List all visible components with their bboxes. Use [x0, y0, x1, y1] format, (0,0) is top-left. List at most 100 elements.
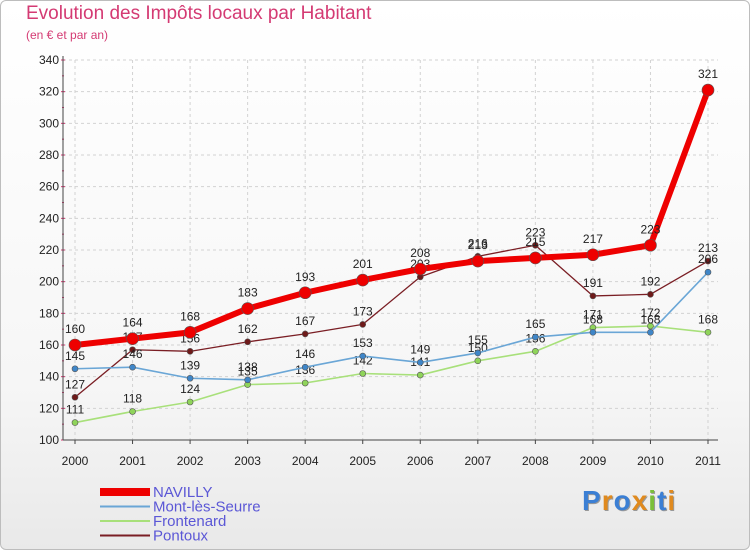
series-line — [74, 89, 711, 348]
x-tick-label: 2003 — [234, 454, 261, 468]
data-label: 138 — [238, 360, 258, 374]
x-tick-label: 2011 — [695, 454, 721, 468]
data-label: 215 — [525, 235, 545, 249]
data-point — [359, 370, 367, 377]
legend-label: NAVILLY — [153, 484, 212, 501]
x-tick-label: 2008 — [522, 454, 549, 468]
logo-letter: t — [657, 485, 668, 516]
data-point — [704, 257, 712, 265]
data-point — [532, 333, 539, 341]
data-label: 146 — [295, 347, 315, 361]
y-tick-label: 260 — [39, 180, 59, 194]
data-label: 172 — [640, 306, 660, 320]
data-point — [186, 348, 194, 355]
logo-letter: o — [613, 485, 632, 516]
data-point — [474, 357, 482, 365]
data-point — [647, 329, 654, 336]
y-tick-label: 300 — [39, 116, 59, 130]
data-label: 223 — [640, 222, 660, 236]
y-tick-label: 140 — [39, 370, 59, 384]
data-point — [416, 371, 424, 379]
y-tick-label: 120 — [39, 401, 59, 415]
data-label: 155 — [468, 333, 488, 347]
proxiti-logo: Proxiti — [582, 485, 676, 517]
y-tick-label: 200 — [39, 275, 59, 289]
data-label: 201 — [353, 257, 373, 271]
data-point — [301, 330, 309, 338]
data-point — [471, 254, 485, 268]
y-tick-label: 280 — [39, 148, 59, 162]
y-tick-label: 100 — [39, 433, 59, 447]
logo-letter: x — [631, 485, 649, 516]
data-label: 216 — [468, 236, 488, 250]
series-line — [74, 271, 709, 381]
data-label: 164 — [123, 316, 143, 330]
series-navilly: 160 164 168 183 193 201 208 213 215 217 223 321 — [65, 67, 718, 352]
x-tick-label: 2006 — [407, 454, 434, 468]
x-tick-label: 2000 — [62, 454, 89, 468]
logo-letter: r — [601, 485, 614, 516]
data-point — [301, 379, 309, 387]
axes: 100 120 140 160 180 200 220 240 260 280 300 320 340 2… — [39, 53, 721, 468]
data-point — [244, 376, 251, 384]
data-point — [701, 83, 715, 97]
data-point — [413, 262, 427, 276]
series-mont-l-s-seurre: 145 146 139 138 146 153 149 155 165 168 168 206 — [65, 252, 718, 384]
data-label: 162 — [238, 322, 258, 336]
data-point — [301, 363, 309, 371]
data-point — [129, 346, 136, 354]
series-line — [74, 244, 709, 398]
data-label: 168 — [640, 312, 660, 326]
x-tick-label: 2005 — [349, 454, 376, 468]
data-label: 124 — [180, 382, 200, 396]
data-point — [359, 321, 367, 328]
data-point — [589, 329, 597, 336]
data-label: 160 — [65, 322, 85, 336]
data-label: 171 — [583, 308, 603, 322]
series-layer: 1271571561621671732032162231911922131111… — [65, 67, 718, 426]
grid — [63, 59, 718, 441]
x-tick-label: 2001 — [119, 454, 146, 468]
data-label: 168 — [583, 312, 603, 326]
x-tick-label: 2007 — [464, 454, 491, 468]
y-tick-label: 240 — [39, 211, 59, 225]
data-point — [68, 338, 82, 352]
legend-label: Pontoux — [153, 528, 209, 545]
data-label: 111 — [66, 403, 85, 417]
y-tick-label: 180 — [39, 306, 59, 320]
logo-letter: P — [582, 485, 602, 516]
data-point — [529, 251, 542, 265]
x-tick-label: 2009 — [580, 454, 607, 468]
data-point — [704, 329, 712, 336]
data-point — [183, 326, 197, 339]
x-tick-label: 2004 — [292, 454, 319, 468]
data-label: 127 — [65, 377, 85, 391]
data-label: 321 — [698, 67, 718, 81]
data-label: 168 — [698, 312, 718, 326]
series-line — [74, 325, 709, 424]
data-point — [704, 268, 712, 276]
data-point — [474, 349, 482, 357]
data-point — [586, 248, 600, 262]
data-label: 149 — [410, 342, 430, 356]
data-label: 146 — [123, 347, 143, 361]
series-frontenard: 111118124135136142141150156171172168 — [66, 306, 718, 426]
data-point — [647, 291, 654, 298]
y-tick-label: 160 — [39, 338, 59, 352]
y-tick-label: 220 — [39, 243, 59, 257]
logo-letter: i — [667, 485, 677, 516]
data-label: 165 — [525, 317, 545, 331]
chart-subtitle: (en € et par an) — [26, 28, 109, 42]
data-label: 145 — [65, 349, 85, 363]
data-label: 206 — [698, 252, 718, 266]
data-point — [416, 359, 424, 366]
data-label: 223 — [525, 225, 545, 239]
data-point — [244, 338, 251, 346]
data-point — [129, 363, 136, 371]
data-label: 213 — [698, 241, 718, 255]
x-tick-label: 2002 — [177, 454, 204, 468]
data-point — [532, 241, 539, 249]
data-point — [589, 292, 597, 300]
data-point — [532, 348, 539, 355]
